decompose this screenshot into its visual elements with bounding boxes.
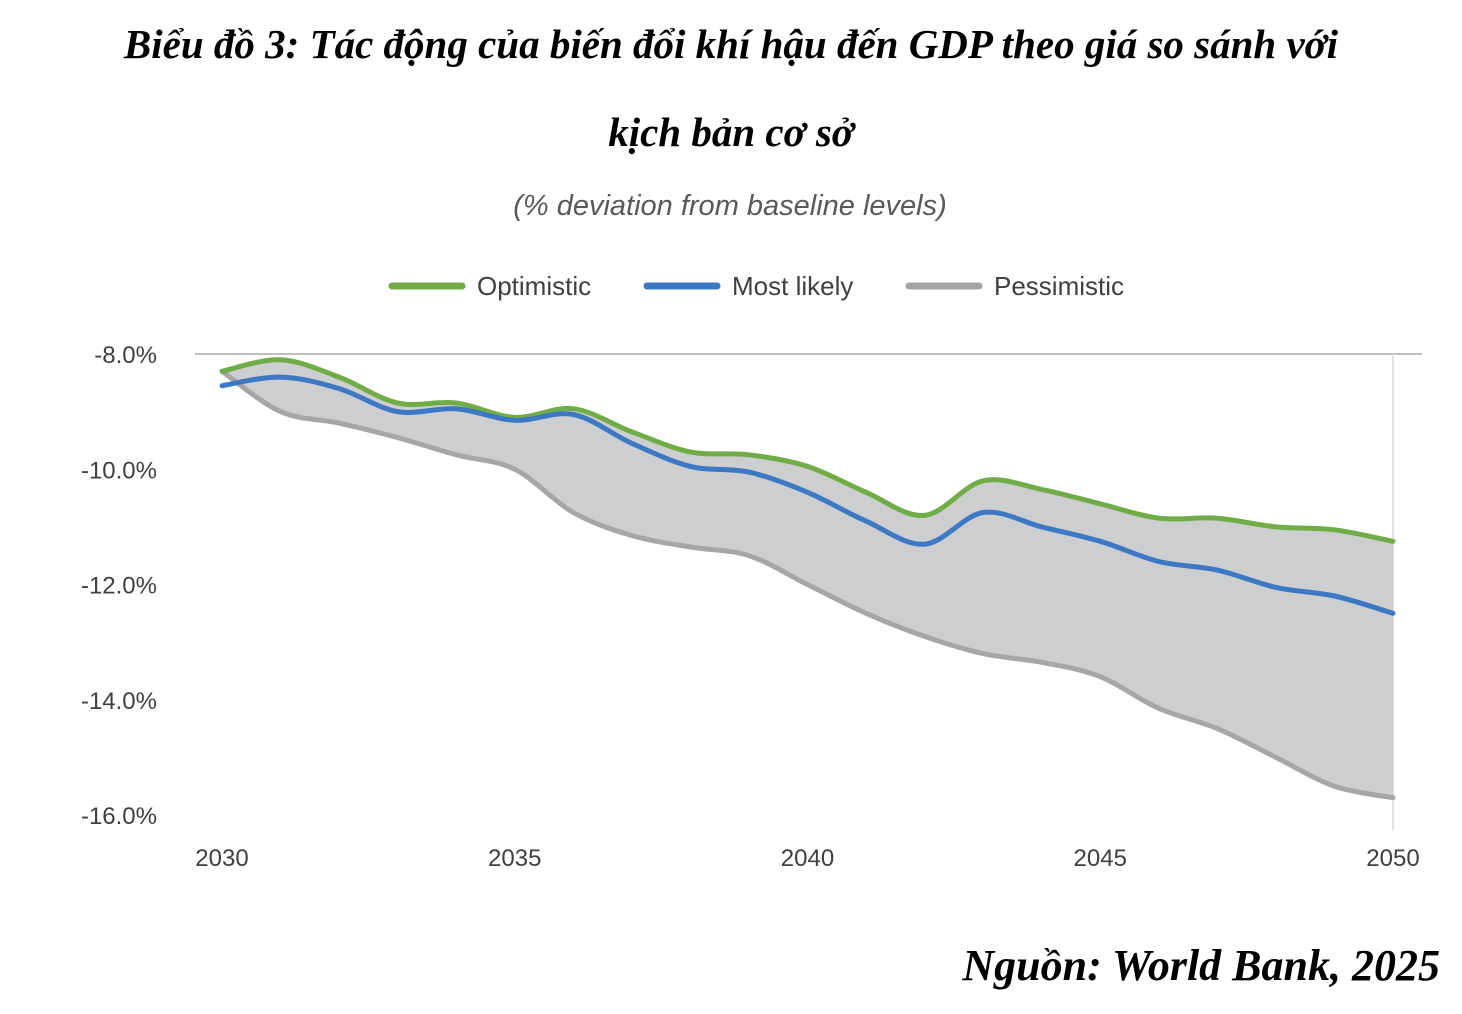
- source-note: Nguồn: World Bank, 2025: [962, 941, 1440, 990]
- chart-legend: Optimistic Most likely Pessimistic: [388, 271, 1124, 301]
- legend-label: Most likely: [732, 271, 853, 301]
- y-tick-label: -10.0%: [81, 457, 157, 484]
- legend-label: Pessimistic: [994, 271, 1124, 301]
- x-tick-label: 2030: [195, 845, 248, 872]
- x-tick-label: 2040: [781, 845, 834, 872]
- series-line-optimistic: [219, 357, 1396, 544]
- x-axis: 2030 2035 2040 2045 2050: [195, 845, 1419, 872]
- x-tick-label: 2050: [1366, 845, 1419, 872]
- y-tick-label: -12.0%: [81, 573, 157, 600]
- y-axis: -8.0% -10.0% -12.0% -14.0% -16.0%: [81, 342, 157, 830]
- series-line-most-likely: [219, 374, 1396, 616]
- chart-title-line-1: Biểu đồ 3: Tác động của biến đổi khí hậu…: [123, 21, 1339, 67]
- chart-title-line-2: kịch bản cơ sở: [608, 109, 854, 155]
- y-tick-label: -14.0%: [81, 688, 157, 715]
- y-tick-label: -16.0%: [81, 803, 157, 830]
- series-line-pessimistic: [219, 368, 1396, 801]
- range-band: [222, 359, 1393, 798]
- legend-label: Optimistic: [477, 271, 591, 301]
- chart-title-block: Biểu đồ 3: Tác động của biến đổi khí hậu…: [0, 0, 1462, 176]
- x-tick-label: 2035: [488, 845, 541, 872]
- x-tick-label: 2045: [1074, 845, 1127, 872]
- y-tick-label: -8.0%: [94, 342, 157, 369]
- series-layer: [219, 357, 1396, 801]
- chart-subtitle: (% deviation from baseline levels): [513, 190, 947, 222]
